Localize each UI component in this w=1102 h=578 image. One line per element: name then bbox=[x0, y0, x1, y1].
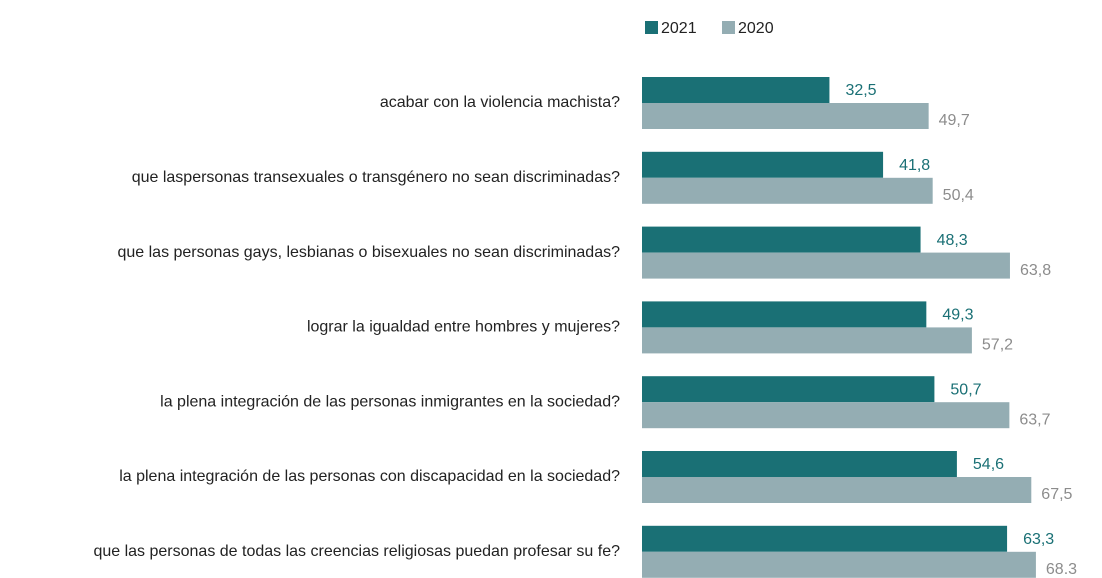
value-label: 41,8 bbox=[899, 157, 930, 174]
value-label: 63,7 bbox=[1019, 411, 1050, 428]
bar bbox=[642, 376, 935, 403]
value-label: 63,3 bbox=[1023, 531, 1054, 548]
bar bbox=[642, 525, 1008, 552]
value-label: 68.3 bbox=[1046, 561, 1077, 578]
bar bbox=[642, 226, 921, 253]
legend-label: 2020 bbox=[738, 20, 774, 37]
category-label: lograr la igualdad entre hombres y mujer… bbox=[307, 319, 620, 336]
value-label: 49,7 bbox=[939, 112, 970, 129]
legend-swatch bbox=[645, 21, 658, 34]
category-label: que las personas de todas las creencias … bbox=[93, 543, 620, 560]
value-label: 54,6 bbox=[973, 456, 1004, 473]
value-label: 67,5 bbox=[1041, 486, 1072, 503]
value-label: 50,7 bbox=[950, 381, 981, 398]
bar bbox=[642, 103, 929, 129]
bar bbox=[642, 402, 1010, 429]
bar bbox=[642, 451, 957, 477]
value-label: 63,8 bbox=[1020, 262, 1051, 279]
category-label: que las personas gays, lesbianas o bisex… bbox=[117, 244, 620, 261]
bar bbox=[642, 252, 1010, 279]
value-label: 49,3 bbox=[942, 307, 973, 324]
value-label: 48,3 bbox=[937, 232, 968, 249]
bar bbox=[642, 177, 933, 204]
bar bbox=[642, 151, 884, 178]
category-label: que laspersonas transexuales o transgéne… bbox=[132, 169, 620, 186]
category-label: la plena integración de las personas con… bbox=[119, 468, 620, 485]
bar bbox=[642, 327, 972, 354]
category-label: acabar con la violencia machista? bbox=[380, 94, 620, 111]
value-label: 57,2 bbox=[982, 337, 1013, 354]
bar bbox=[642, 477, 1032, 503]
bar bbox=[642, 77, 830, 103]
value-label: 50,4 bbox=[943, 187, 974, 204]
value-label: 32,5 bbox=[845, 82, 876, 99]
category-label: la plena integración de las personas inm… bbox=[160, 393, 620, 410]
legend-label: 2021 bbox=[661, 20, 697, 37]
bar bbox=[642, 551, 1036, 578]
legend-swatch bbox=[722, 21, 735, 34]
bar bbox=[642, 301, 927, 328]
